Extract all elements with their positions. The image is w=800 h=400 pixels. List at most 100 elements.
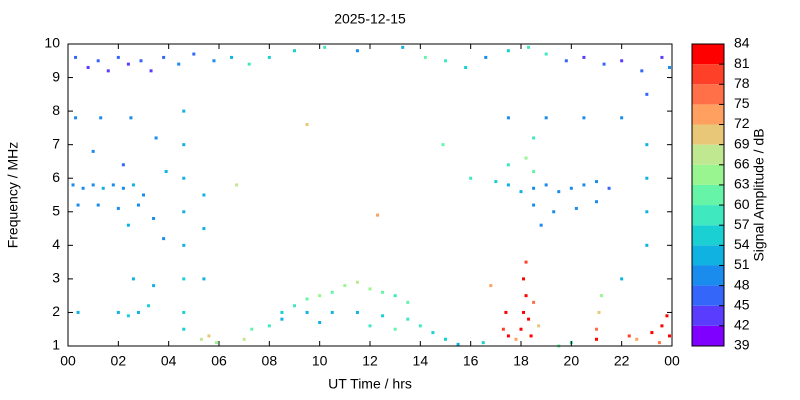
data-point [620, 59, 624, 63]
colorbar-swatch [692, 164, 724, 185]
y-tick-label: 9 [52, 68, 60, 84]
data-point [116, 310, 120, 314]
data-point [121, 163, 125, 167]
data-point [393, 327, 397, 331]
data-point [177, 62, 181, 66]
data-point [600, 294, 604, 298]
x-tick-label: 10 [312, 353, 328, 369]
data-point [305, 310, 309, 314]
data-point [418, 324, 422, 328]
data-point [126, 314, 130, 318]
data-point [522, 310, 526, 314]
colorbar-swatch [692, 84, 724, 105]
colorbar-tick-label: 42 [734, 317, 750, 333]
data-point [116, 55, 120, 59]
data-point [660, 55, 664, 59]
data-point [355, 310, 359, 314]
data-point [667, 65, 671, 69]
data-point [529, 334, 533, 338]
data-point [147, 304, 151, 308]
data-point [381, 290, 385, 294]
data-point [464, 65, 468, 69]
data-point [74, 116, 78, 120]
colorbar-swatch [692, 245, 724, 266]
data-point [230, 55, 234, 59]
data-point [164, 170, 168, 174]
data-point [91, 183, 95, 187]
data-point [99, 116, 103, 120]
data-point [519, 190, 523, 194]
data-point [368, 287, 372, 291]
data-point [202, 193, 206, 197]
colorbar-tick-label: 51 [734, 256, 750, 272]
data-point [318, 321, 322, 325]
colorbar-tick-label: 57 [734, 216, 750, 232]
data-point [645, 92, 649, 96]
data-point [162, 237, 166, 241]
data-point [182, 176, 186, 180]
x-tick-label: 22 [614, 353, 630, 369]
y-tick-label: 10 [44, 35, 60, 51]
x-tick-label: 02 [111, 353, 127, 369]
colorbar-swatch [692, 184, 724, 206]
x-tick-label: 18 [513, 353, 529, 369]
data-point [111, 183, 115, 187]
colorbar-swatch [692, 144, 724, 165]
data-point [564, 59, 568, 63]
data-point [582, 116, 586, 120]
data-point [527, 45, 531, 49]
data-point [182, 277, 186, 281]
colorbar-swatch [692, 325, 724, 346]
data-point [532, 203, 536, 207]
data-point [537, 324, 541, 328]
data-point [456, 342, 460, 346]
data-point [280, 310, 284, 314]
data-point [136, 310, 140, 314]
data-point [539, 223, 543, 227]
x-tick-label: 14 [413, 353, 429, 369]
data-point [506, 49, 510, 53]
data-point [552, 210, 556, 214]
data-point [544, 183, 548, 187]
data-point [489, 284, 493, 288]
data-point [431, 331, 435, 335]
data-point [444, 59, 447, 63]
colorbar-swatch [692, 104, 724, 125]
data-point [481, 341, 485, 345]
x-tick-label: 08 [262, 353, 278, 369]
data-point [645, 176, 649, 180]
colorbar-swatch [692, 265, 724, 286]
data-point [506, 183, 510, 187]
data-point [139, 59, 143, 63]
data-point [293, 304, 296, 308]
y-axis-label: Frequency / MHz [5, 142, 21, 249]
data-point [330, 310, 334, 314]
data-point [235, 183, 239, 187]
chart-title: 2025-12-15 [334, 11, 406, 27]
colorbar-tick-label: 60 [734, 196, 750, 212]
data-point [582, 183, 586, 187]
data-point [569, 186, 573, 190]
data-point [267, 324, 271, 328]
data-point [595, 337, 598, 341]
plot-frame [67, 43, 673, 347]
data-point [126, 62, 130, 66]
data-point [557, 190, 561, 194]
x-tick-label: 12 [362, 353, 378, 369]
data-point [355, 49, 359, 53]
data-point [242, 337, 246, 341]
x-tick-label: 00 [664, 353, 680, 369]
data-point [250, 327, 254, 331]
data-point [506, 163, 510, 167]
x-tick-label: 04 [161, 353, 177, 369]
data-point [393, 294, 397, 298]
colorbar-swatch [692, 225, 724, 246]
colorbar-tick-label: 75 [734, 95, 750, 111]
data-point [182, 210, 186, 214]
colorbar-tick-label: 84 [734, 35, 750, 51]
data-point [527, 317, 531, 321]
data-point [522, 277, 526, 281]
data-point [381, 314, 385, 318]
data-point [607, 186, 611, 190]
data-point [182, 109, 186, 113]
